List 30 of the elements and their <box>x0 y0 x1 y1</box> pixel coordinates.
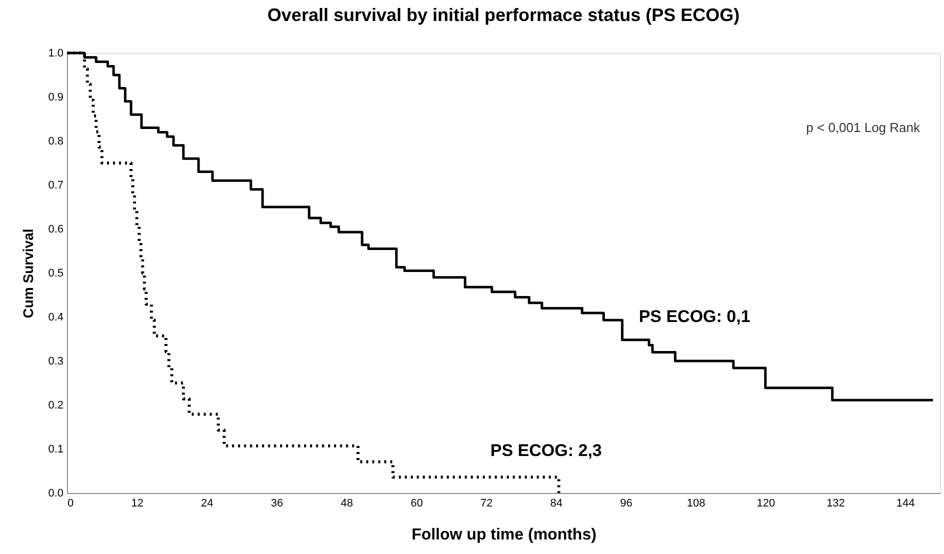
y-tick-label: 0.2 <box>48 400 64 412</box>
series-label: PS ECOG: 0,1 <box>638 307 750 326</box>
y-tick-label: 0.5 <box>48 268 64 280</box>
y-tick-label: 0.4 <box>48 312 64 324</box>
y-tick-label: 0.3 <box>48 356 64 368</box>
y-tick-label: 1.0 <box>48 48 64 60</box>
x-axis-title: Follow up time (months) <box>412 526 596 544</box>
x-tick-label: 72 <box>480 498 493 510</box>
x-tick-label: 108 <box>686 498 706 510</box>
x-tick-label: 84 <box>550 498 563 510</box>
chart-title: Overall survival by initial performace status (PS ECOG) <box>267 5 740 25</box>
x-tick-label: 60 <box>410 498 423 510</box>
y-tick-label: 0.8 <box>48 136 64 148</box>
series-label: PS ECOG: 2,3 <box>490 441 602 460</box>
annotation: p < 0,001 Log Rank <box>806 120 920 135</box>
x-tick-label: 0 <box>68 498 74 510</box>
x-tick-label: 120 <box>756 498 776 510</box>
y-tick-label: 0.6 <box>48 224 64 236</box>
x-tick-label: 36 <box>270 498 284 510</box>
x-tick-label: 48 <box>340 498 353 510</box>
y-tick-label: 0.7 <box>48 180 64 192</box>
y-tick-label: 0.0 <box>48 488 64 500</box>
x-tick-label: 12 <box>131 498 144 510</box>
y-tick-label: 0.9 <box>48 92 64 104</box>
x-tick-label: 144 <box>896 498 915 510</box>
x-tick-label: 24 <box>201 498 214 510</box>
y-tick-label: 0.1 <box>48 444 64 456</box>
x-tick-label: 132 <box>826 498 845 510</box>
x-tick-label: 96 <box>620 498 632 510</box>
y-axis-title: Cum Survival <box>20 228 36 318</box>
